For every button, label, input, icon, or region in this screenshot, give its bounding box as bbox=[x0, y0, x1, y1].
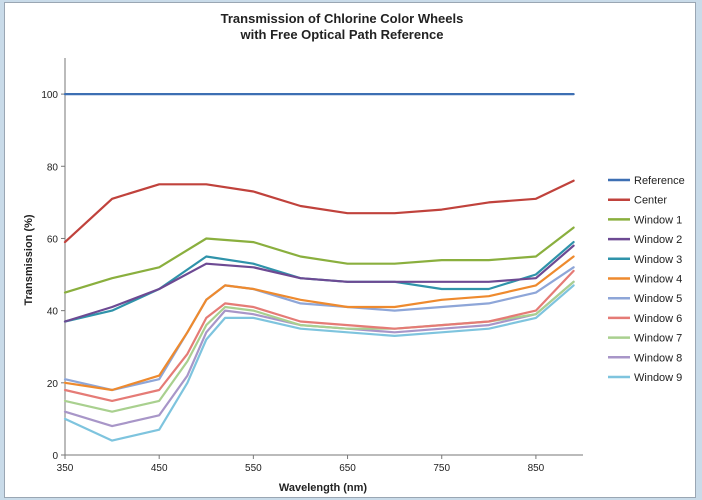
chart-subtitle: with Free Optical Path Reference bbox=[239, 27, 443, 42]
legend-label: Window 8 bbox=[634, 352, 682, 364]
series-line-window-9 bbox=[63, 284, 575, 442]
x-tick-label: 450 bbox=[151, 463, 168, 474]
x-tick-label: 550 bbox=[245, 463, 262, 474]
y-tick-label: 0 bbox=[52, 451, 58, 462]
chart-frame: Transmission of Chlorine Color Wheels wi… bbox=[4, 2, 696, 498]
chart: Transmission of Chlorine Color Wheels wi… bbox=[23, 11, 685, 494]
legend-label: Window 3 bbox=[634, 254, 682, 266]
legend-label: Reference bbox=[634, 175, 685, 187]
legend-label: Window 4 bbox=[634, 274, 682, 286]
series-line-window-5 bbox=[63, 266, 575, 392]
y-tick-label: 60 bbox=[47, 234, 59, 245]
legend-label: Window 2 bbox=[634, 234, 682, 246]
chart-title: Transmission of Chlorine Color Wheels bbox=[221, 11, 464, 26]
series-line-window-2 bbox=[63, 244, 575, 323]
x-tick-label: 850 bbox=[528, 463, 545, 474]
y-tick-label: 40 bbox=[47, 307, 59, 318]
legend-label: Window 6 bbox=[634, 313, 682, 325]
x-tick-label: 350 bbox=[57, 463, 74, 474]
x-tick-label: 650 bbox=[339, 463, 356, 474]
series-line-center bbox=[63, 179, 575, 244]
y-axis-title: Transmission (%) bbox=[23, 214, 35, 305]
legend: Reference Center Window 1 Window 2 Window 3 W… bbox=[608, 175, 685, 384]
legend-label: Window 1 bbox=[634, 214, 682, 226]
legend-label: Window 9 bbox=[634, 372, 682, 384]
x-tick-label: 750 bbox=[433, 463, 450, 474]
legend-label: Center bbox=[634, 195, 667, 207]
series-line-window-8 bbox=[63, 280, 575, 428]
x-axis-title: Wavelength (nm) bbox=[279, 482, 368, 494]
series-line-window-1 bbox=[63, 226, 575, 294]
series-line-window-4 bbox=[63, 255, 575, 392]
y-tick-label: 100 bbox=[41, 90, 58, 101]
plot-area: 0 20 40 60 80 100 350 450 550 650 750 850 bbox=[41, 58, 583, 474]
y-tick-label: 80 bbox=[47, 162, 59, 173]
y-tick-label: 20 bbox=[47, 379, 59, 390]
legend-label: Window 5 bbox=[634, 293, 682, 305]
series-line-window-6 bbox=[63, 269, 575, 402]
legend-label: Window 7 bbox=[634, 333, 682, 345]
